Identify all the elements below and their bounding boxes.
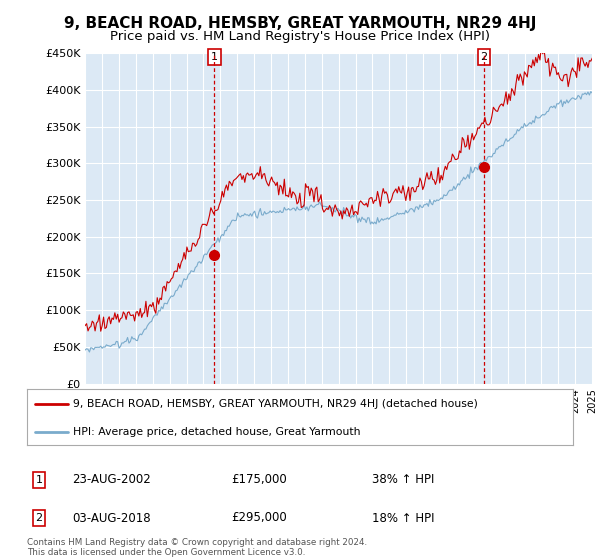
Text: Price paid vs. HM Land Registry's House Price Index (HPI): Price paid vs. HM Land Registry's House … xyxy=(110,30,490,43)
Text: £175,000: £175,000 xyxy=(231,473,287,487)
Text: 23-AUG-2002: 23-AUG-2002 xyxy=(72,473,151,487)
Text: £295,000: £295,000 xyxy=(231,511,287,525)
Text: 2: 2 xyxy=(35,513,43,523)
Text: 03-AUG-2018: 03-AUG-2018 xyxy=(72,511,151,525)
Text: 1: 1 xyxy=(35,475,43,485)
Text: 2: 2 xyxy=(481,52,488,62)
Text: 38% ↑ HPI: 38% ↑ HPI xyxy=(372,473,434,487)
Text: Contains HM Land Registry data © Crown copyright and database right 2024.
This d: Contains HM Land Registry data © Crown c… xyxy=(27,538,367,557)
Text: 9, BEACH ROAD, HEMSBY, GREAT YARMOUTH, NR29 4HJ: 9, BEACH ROAD, HEMSBY, GREAT YARMOUTH, N… xyxy=(64,16,536,31)
Text: 9, BEACH ROAD, HEMSBY, GREAT YARMOUTH, NR29 4HJ (detached house): 9, BEACH ROAD, HEMSBY, GREAT YARMOUTH, N… xyxy=(73,399,478,409)
Text: 18% ↑ HPI: 18% ↑ HPI xyxy=(372,511,434,525)
Text: HPI: Average price, detached house, Great Yarmouth: HPI: Average price, detached house, Grea… xyxy=(73,427,361,437)
Text: 1: 1 xyxy=(211,52,218,62)
